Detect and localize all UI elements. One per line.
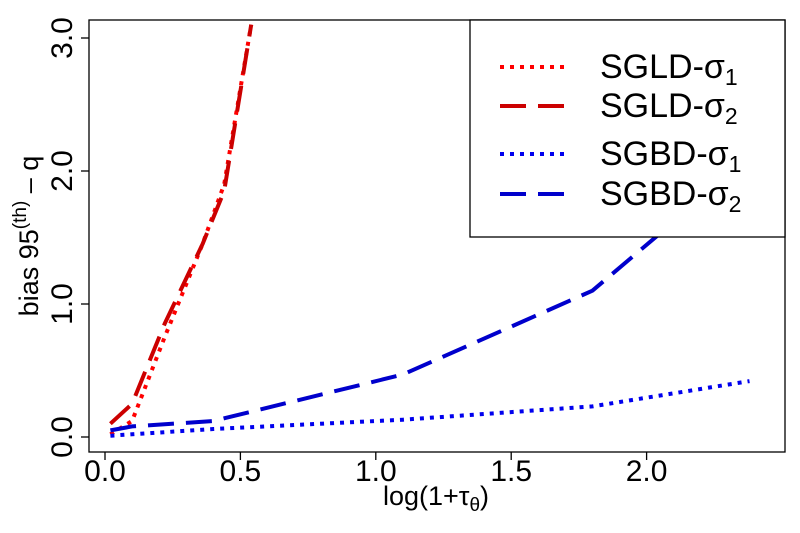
series-line-sgld-1 bbox=[109, 24, 254, 437]
x-axis-label-subscript: θ bbox=[469, 495, 480, 516]
legend-label-base: SGBD-σ bbox=[600, 135, 729, 173]
y-axis: 0.0 1.0 2.0 3.0 bbox=[46, 17, 89, 458]
series-line-sgbd-2 bbox=[110, 156, 751, 433]
x-tick-label: 0.0 bbox=[84, 455, 126, 488]
x-axis-label-close: ) bbox=[480, 481, 489, 511]
x-tick-label: 1.5 bbox=[490, 455, 532, 488]
x-axis-label: log(1+τθ) bbox=[383, 481, 489, 516]
y-axis-label-base: bias 95 bbox=[14, 229, 44, 316]
legend-label-subscript: 2 bbox=[725, 103, 738, 129]
legend-label: SGLD-σ1 bbox=[600, 48, 738, 90]
series-layer bbox=[109, 24, 751, 438]
legend-box bbox=[469, 19, 786, 238]
y-tick-label: 2.0 bbox=[46, 150, 79, 192]
x-axis-label-base: log(1+τ bbox=[383, 481, 470, 511]
series-line-sgbd-1 bbox=[110, 379, 750, 438]
y-tick-label: 3.0 bbox=[46, 17, 79, 59]
x-axis: 0.0 0.5 1.0 1.5 2.0 bbox=[84, 452, 667, 488]
y-tick-label: 1.0 bbox=[46, 283, 79, 325]
legend-label-subscript: 1 bbox=[725, 64, 738, 90]
x-tick-label: 1.0 bbox=[355, 455, 397, 488]
x-tick-label: 0.5 bbox=[220, 455, 262, 488]
y-axis-label-rest: – q bbox=[14, 156, 44, 201]
legend-label: SGLD-σ2 bbox=[600, 87, 738, 129]
legend-label: SGBD-σ2 bbox=[600, 175, 741, 217]
y-axis-label-superscript: (th) bbox=[10, 201, 31, 230]
x-tick-label: 2.0 bbox=[626, 455, 668, 488]
legend-label-base: SGLD-σ bbox=[600, 48, 725, 86]
legend-label-subscript: 2 bbox=[729, 191, 742, 217]
legend-label-base: SGBD-σ bbox=[600, 175, 729, 213]
series-line-sgld-2 bbox=[109, 24, 254, 426]
y-axis-label: bias 95(th) – q bbox=[10, 156, 44, 317]
legend-label: SGBD-σ1 bbox=[600, 135, 741, 177]
legend-label-base: SGLD-σ bbox=[600, 87, 725, 125]
legend-label-subscript: 1 bbox=[729, 151, 742, 177]
y-tick-label: 0.0 bbox=[46, 416, 79, 458]
